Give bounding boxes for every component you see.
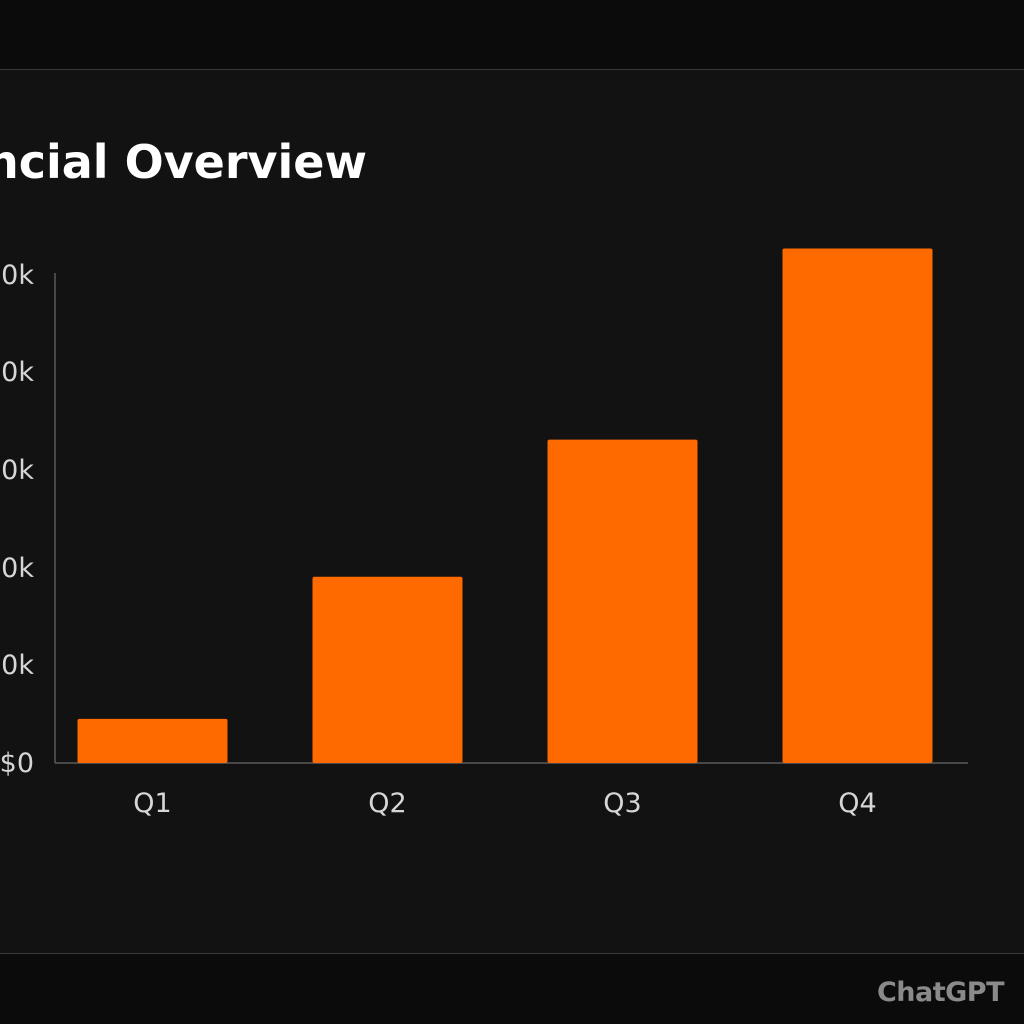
x-tick-label: Q3	[603, 788, 641, 819]
y-tick-label: $0	[0, 748, 34, 779]
x-tick-label: Q2	[368, 788, 406, 819]
y-tick-label: 0k	[1, 260, 34, 291]
bar-q1	[77, 718, 228, 763]
bottom-band: ChatGPT	[0, 954, 1024, 1024]
chart-title: ancial Overview	[0, 135, 367, 189]
chart-panel: ancial Overview Q1 Q2 Q3 Q4 $0 0k 0k 0k 0k 0k	[0, 69, 1024, 954]
y-tick-label: 0k	[1, 357, 34, 388]
x-tick-label: Q4	[838, 788, 876, 819]
y-tick-label: 0k	[1, 650, 34, 681]
y-tick-label: 0k	[1, 455, 34, 486]
bar-q4	[782, 248, 933, 763]
y-tick-label: 0k	[1, 553, 34, 584]
x-tick-label: Q1	[133, 788, 171, 819]
chatgpt-watermark: ChatGPT	[876, 977, 1005, 1008]
bar-q3	[547, 439, 698, 763]
bar-q2	[312, 576, 463, 763]
bar-chart: Q1 Q2 Q3 Q4 $0 0k 0k 0k 0k 0k	[0, 248, 968, 819]
top-band	[0, 0, 1024, 69]
